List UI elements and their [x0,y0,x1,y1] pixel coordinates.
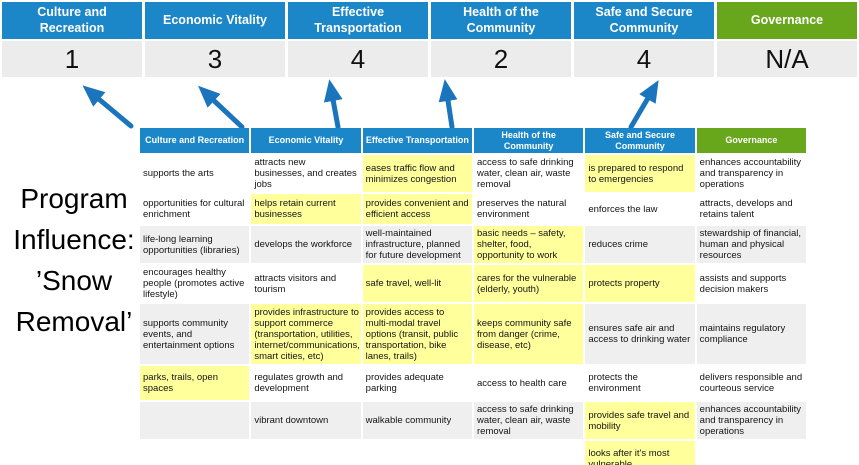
matrix-cell: encourages healthy people (promotes acti… [140,265,250,302]
matrix-cell: keeps community safe from danger (crime,… [474,304,584,364]
matrix-cell: provides safe travel and mobility [585,402,695,439]
matrix-cell: access to health care [474,366,584,400]
matrix-cell: access to safe drinking water, clean air… [474,402,584,439]
matrix-cell: develops the workforce [251,226,361,263]
program-label-line: Removal’ [15,306,133,337]
matrix-header-culture-and-recreation: Culture and Recreation [140,128,250,153]
matrix-cell: assists and supports decision makers [696,265,806,302]
arrow-economic-icon [198,85,245,130]
matrix-cell: provides access to multi-modal travel op… [362,304,472,364]
score-effective-transportation: 4 [288,41,428,77]
program-label-line: Influence: [13,224,135,255]
matrix-table: Culture and Recreation Economic Vitality… [140,128,806,465]
matrix-cell [140,441,250,465]
scoreboard-header-culture-and-recreation: Culture and Recreation [2,2,142,39]
score-health-of-the-community: 2 [431,41,571,77]
program-label-line: Program [20,183,128,214]
matrix-cell: cares for the vulnerable (elderly, youth… [474,265,584,302]
matrix-cell: provides convenient and efficient access [362,194,472,224]
matrix-cell [251,441,361,465]
matrix-cell: parks, trails, open spaces [140,366,250,400]
matrix-cell: enforces the law [585,194,695,224]
scoreboard-header-health-of-the-community: Health of the Community [431,2,571,39]
matrix-cell: preserves the natural environment [474,194,584,224]
matrix-cell: attracts new businesses, and creates job… [251,155,361,192]
scoreboard-header-economic-vitality: Economic Vitality [145,2,285,39]
score-culture-and-recreation: 1 [2,41,142,77]
matrix-cell: provides adequate parking [362,366,472,400]
score-governance: N/A [717,41,857,77]
arrow-health-icon [438,79,458,130]
matrix-header-safe-and-secure-community: Safe and Secure Community [585,128,695,153]
matrix-cell [140,402,250,439]
matrix-cell: eases traffic flow and minimizes congest… [362,155,472,192]
matrix-cell: looks after it's most vulnerable [585,441,695,465]
scoreboard-header-safe-and-secure-community: Safe and Secure Community [574,2,714,39]
matrix-cell: enhances accountability and transparency… [696,402,806,439]
matrix-cell: protects the environment [585,366,695,400]
arrow-safe-icon [628,80,659,130]
matrix-cell: is prepared to respond to emergencies [585,155,695,192]
matrix-cell: attracts, develops and retains talent [696,194,806,224]
matrix-cell: maintains regulatory compliance [696,304,806,364]
matrix-cell: supports the arts [140,155,250,192]
matrix-cell: walkable community [362,402,472,439]
matrix-header-health-of-the-community: Health of the Community [474,128,584,153]
matrix-cell [474,441,584,465]
matrix-cell: supports community events, and entertain… [140,304,250,364]
matrix-cell: helps retain current businesses [251,194,361,224]
matrix-cell: reduces crime [585,226,695,263]
matrix-cell: delivers responsible and courteous servi… [696,366,806,400]
program-influence-label: Program Influence: ’Snow Removal’ [0,178,148,342]
matrix-cell: access to safe drinking water, clean air… [474,155,584,192]
matrix-cell: regulates growth and development [251,366,361,400]
score-economic-vitality: 3 [145,41,285,77]
matrix-cell: vibrant downtown [251,402,361,439]
matrix-cell: attracts visitors and tourism [251,265,361,302]
scoreboard: Culture and Recreation Economic Vitality… [2,2,857,77]
matrix-cell: ensures safe air and access to drinking … [585,304,695,364]
matrix-cell: enhances accountability and transparency… [696,155,806,192]
matrix-cell [696,441,806,465]
arrow-transportation-icon [323,79,343,130]
matrix-cell: provides infrastructure to support comme… [251,304,361,364]
influence-arrows [82,79,659,130]
matrix-cell: opportunities for cultural enrichment [140,194,250,224]
score-safe-and-secure-community: 4 [574,41,714,77]
matrix-cell: protects property [585,265,695,302]
matrix-cell: basic needs – safety, shelter, food, opp… [474,226,584,263]
matrix-header-economic-vitality: Economic Vitality [251,128,361,153]
scoreboard-header-effective-transportation: Effective Transportation [288,2,428,39]
matrix-cell: well-maintained infrastructure, planned … [362,226,472,263]
scoreboard-header-governance: Governance [717,2,857,39]
matrix-cell: safe travel, well-lit [362,265,472,302]
matrix-cell: stewardship of financial, human and phys… [696,226,806,263]
matrix-header-governance: Governance [696,128,806,153]
program-label-line: ’Snow [35,265,113,296]
matrix-cell [362,441,472,465]
matrix-header-effective-transportation: Effective Transportation [362,128,472,153]
arrow-culture-icon [82,85,134,129]
matrix-cell: life-long learning opportunities (librar… [140,226,250,263]
